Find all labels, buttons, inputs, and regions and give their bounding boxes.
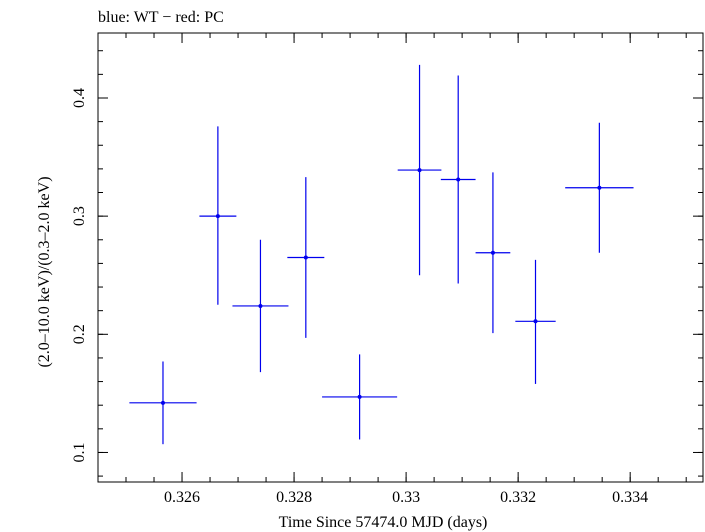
y-tick-label: 0.3: [71, 206, 88, 226]
data-point: [490, 250, 495, 255]
y-axis-label: (2.0–10.0 keV)/(0.3–2.0 keV): [36, 176, 53, 367]
data-point: [303, 255, 308, 260]
data-point: [215, 214, 220, 219]
x-axis: 0.326 0.328 0.33 0.332 0.334: [97, 33, 687, 506]
y-tick-label: 0.2: [71, 324, 88, 344]
data-point: [533, 319, 538, 324]
data-point: [357, 394, 362, 399]
x-axis-label: Time Since 57474.0 MJD (days): [279, 514, 488, 531]
x-tick-label: 0.332: [500, 489, 536, 506]
y-axis: 0.1 0.2 0.3 0.4: [71, 50, 703, 477]
data-point: [456, 177, 461, 182]
plot-frame: [97, 32, 704, 483]
y-tick-label: 0.4: [71, 88, 88, 108]
data-point: [258, 303, 263, 308]
y-tick-label: 0.1: [71, 442, 88, 462]
x-tick-label: 0.328: [276, 489, 312, 506]
x-tick-label: 0.334: [612, 489, 648, 506]
chart-title: blue: WT − red: PC: [98, 9, 224, 26]
data-point: [417, 168, 422, 173]
data-point: [597, 185, 602, 190]
x-tick-label: 0.326: [164, 489, 200, 506]
data-point: [160, 400, 165, 405]
data-series-wt: [129, 64, 634, 445]
x-tick-label: 0.33: [392, 489, 420, 506]
